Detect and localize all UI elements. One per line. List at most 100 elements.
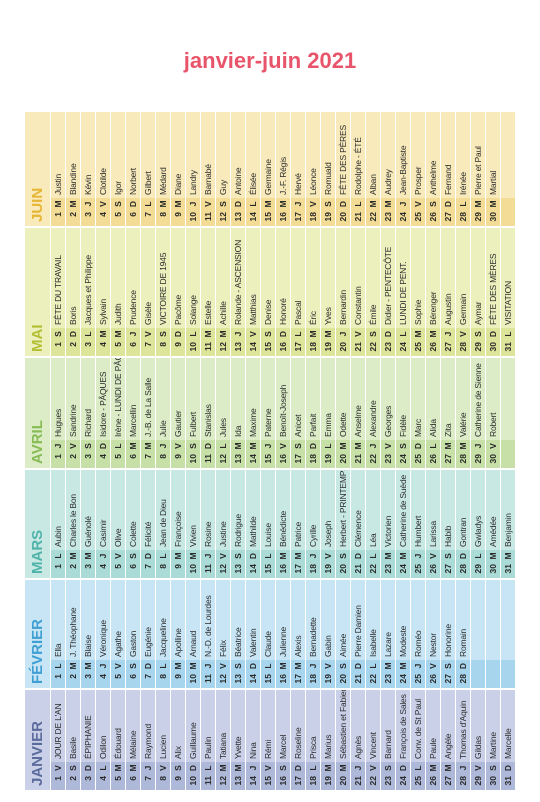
weekday: L	[411, 762, 425, 774]
saint-name: Zita	[441, 358, 455, 440]
saint-name: Aubin	[51, 470, 65, 550]
day-row: 7 V Gisèle	[140, 228, 155, 356]
day-row: 15 L Claude	[260, 580, 275, 688]
day-row: 10 L Solange	[185, 228, 200, 356]
day-number: 24	[396, 452, 410, 468]
day-number: 14	[246, 672, 260, 688]
day-row	[500, 112, 515, 226]
weekday: S	[261, 328, 275, 340]
weekday: V	[456, 328, 470, 340]
day-number: 1	[51, 452, 65, 468]
day-row: 1 J Hugues	[50, 358, 65, 468]
month-column: FÉVRIER 1 L Ella 2 M J. Théophane 3 M Blaise 4 J Vér…	[25, 578, 515, 688]
day-row: 14 V Matthias	[245, 228, 260, 356]
day-number: 19	[321, 210, 335, 226]
saint-name: Raymond	[141, 690, 155, 762]
day-row: 11 D Stanislas	[200, 358, 215, 468]
weekday: M	[51, 198, 65, 210]
saint-name: Audrey	[381, 112, 395, 198]
day-row: 2 S Basile	[65, 690, 80, 790]
day-number: 30	[486, 774, 500, 790]
day-row: 2 D Boris	[65, 228, 80, 356]
saint-name: Ida	[231, 358, 245, 440]
weekday: D	[186, 762, 200, 774]
weekday: S	[471, 328, 485, 340]
saint-name: Ella	[51, 580, 65, 660]
weekday: J	[156, 440, 170, 452]
weekday: V	[111, 550, 125, 562]
day-row: 1 L Aubin	[50, 470, 65, 578]
saint-name: Nina	[246, 690, 260, 762]
weekday: M	[246, 440, 260, 452]
day-number: 25	[411, 562, 425, 578]
saint-name: Julienne	[276, 580, 290, 660]
day-row: 28 L Irénée	[455, 112, 470, 226]
day-row: 26 M Paule	[425, 690, 440, 790]
saint-name: Agathe	[111, 580, 125, 660]
day-number: 11	[201, 672, 215, 688]
saint-name: Claude	[261, 580, 275, 660]
day-row: 19 V Gabin	[320, 580, 335, 688]
day-row	[485, 580, 500, 688]
day-number: 30	[486, 210, 500, 226]
weekday: L	[51, 660, 65, 672]
saint-name: Rosine	[201, 470, 215, 550]
day-number: 15	[261, 562, 275, 578]
day-number: 27	[441, 452, 455, 468]
weekday: L	[141, 198, 155, 210]
month-column: AVRIL 1 J Hugues 2 V Sandrine 3 S Richard 4 D Isidor…	[25, 356, 515, 468]
saint-name: Françoise	[171, 470, 185, 550]
saint-name: Alexis	[291, 580, 305, 660]
saint-name: Gilbert	[141, 112, 155, 198]
weekday: V	[246, 328, 260, 340]
empty-cell	[501, 198, 515, 210]
day-row: 12 M Tatiana	[215, 690, 230, 790]
weekday: L	[456, 198, 470, 210]
weekday: M	[126, 440, 140, 452]
saint-name: Blandine	[66, 112, 80, 198]
day-row: 11 L Paulin	[200, 690, 215, 790]
weekday: S	[381, 762, 395, 774]
day-row: 13 S Rodrigue	[230, 470, 245, 578]
day-number: 2	[66, 562, 80, 578]
day-number: 4	[96, 562, 110, 578]
day-row: 17 M Alexis	[290, 580, 305, 688]
day-number: 8	[156, 210, 170, 226]
day-number: 3	[81, 452, 95, 468]
empty-cell	[501, 660, 515, 672]
day-number: 9	[171, 452, 185, 468]
empty-cell	[501, 440, 515, 452]
saint-name: Apolline	[171, 580, 185, 660]
day-row: 28 V Germain	[455, 228, 470, 356]
day-number: 27	[441, 210, 455, 226]
weekday: M	[381, 198, 395, 210]
day-row: 16 M Julienne	[275, 580, 290, 688]
day-row: 6 S Colette	[125, 470, 140, 578]
day-number: 24	[396, 672, 410, 688]
weekday: L	[81, 328, 95, 340]
saint-name: Olive	[111, 470, 125, 550]
saint-name: Léonce	[306, 112, 320, 198]
weekday: M	[501, 550, 515, 562]
day-number: 3	[81, 340, 95, 356]
title: janvier-juin 2021	[183, 48, 357, 73]
weekday: L	[396, 328, 410, 340]
month-name: MAI	[25, 228, 50, 356]
saint-name: Cyrille	[306, 470, 320, 550]
day-number: 13	[231, 774, 245, 790]
saint-name: Béatrice	[231, 580, 245, 660]
day-number: 4	[96, 672, 110, 688]
weekday: S	[171, 762, 185, 774]
day-row: 5 V Olive	[110, 470, 125, 578]
day-number: 27	[441, 340, 455, 356]
day-row: 17 D Roseline	[290, 690, 305, 790]
day-row: 20 D FÊTE DES PÈRES	[335, 112, 350, 226]
saint-name: Éric	[306, 228, 320, 328]
day-row: 30 S Martine	[485, 690, 500, 790]
day-row: 30 M Martial	[485, 112, 500, 226]
saint-name: Herbert - PRINTEMPS	[336, 470, 350, 550]
day-row: 27 S Habib	[440, 470, 455, 578]
saint-name: N.-D. de Lourdes	[201, 580, 215, 660]
weekday: D	[291, 762, 305, 774]
weekday: V	[321, 550, 335, 562]
